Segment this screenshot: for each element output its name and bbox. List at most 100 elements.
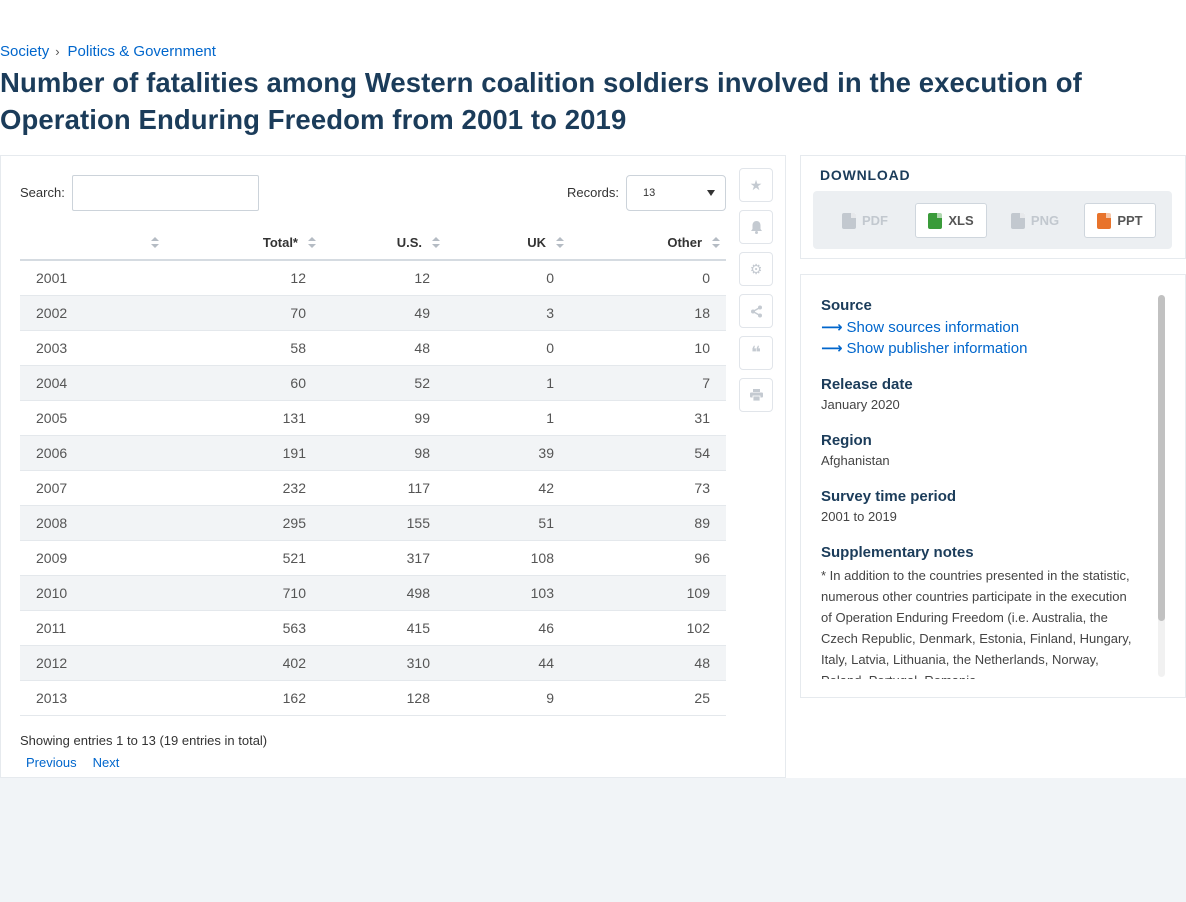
release-date-heading: Release date	[821, 376, 913, 393]
cell-year: 2008	[20, 505, 165, 541]
cell-total: 563	[165, 610, 322, 646]
bell-icon	[750, 221, 762, 234]
cell-uk: 39	[446, 435, 570, 471]
cell-uk: 9	[446, 680, 570, 716]
table-row: 2005 131 99 1 31	[20, 400, 726, 436]
search-input[interactable]	[72, 175, 259, 211]
cell-us: 52	[322, 365, 446, 401]
cell-year: 2006	[20, 435, 165, 471]
settings-button[interactable]: ⚙	[739, 252, 773, 286]
cell-other: 89	[570, 505, 726, 541]
cell-total: 232	[165, 470, 322, 506]
next-button[interactable]: Next	[92, 755, 120, 770]
column-header-year[interactable]	[20, 226, 165, 261]
cell-year: 2002	[20, 295, 165, 331]
print-button[interactable]	[739, 378, 773, 412]
cell-other: 48	[570, 645, 726, 681]
cell-year: 2010	[20, 575, 165, 611]
statistic-toolbar: ★ ⚙ ❝	[739, 168, 773, 420]
show-sources-link[interactable]: ⟶ Show sources information	[821, 318, 1020, 337]
cell-us: 317	[322, 540, 446, 576]
cell-uk: 0	[446, 330, 570, 366]
source-heading: Source	[821, 297, 872, 314]
cell-year: 2005	[20, 400, 165, 436]
cell-us: 498	[322, 575, 446, 611]
favorite-button[interactable]: ★	[739, 168, 773, 202]
print-icon	[749, 389, 763, 401]
cell-us: 415	[322, 610, 446, 646]
column-header-other[interactable]: Other	[570, 226, 726, 261]
region-heading: Region	[821, 432, 872, 449]
info-panel: Source ⟶ Show sources information ⟶ Show…	[800, 274, 1186, 698]
cell-us: 12	[322, 260, 446, 296]
cell-total: 191	[165, 435, 322, 471]
cell-total: 521	[165, 540, 322, 576]
sort-icon	[712, 237, 720, 249]
data-table: Total* U.S. UK Other 2001 12 12 0 0 2002 70 49 3…	[20, 226, 726, 716]
cell-us: 310	[322, 645, 446, 681]
survey-period-heading: Survey time period	[821, 488, 957, 505]
records-select[interactable]: 13	[626, 175, 726, 211]
cell-other: 0	[570, 260, 726, 296]
cell-total: 60	[165, 365, 322, 401]
cell-year: 2007	[20, 470, 165, 506]
download-xls-button[interactable]: XLS	[915, 203, 987, 238]
download-pdf-button[interactable]: PDF	[829, 203, 901, 238]
arrow-right-icon: ⟶	[821, 319, 843, 336]
show-publisher-link[interactable]: ⟶ Show publisher information	[821, 339, 1028, 358]
cell-uk: 103	[446, 575, 570, 611]
cell-total: 162	[165, 680, 322, 716]
chevron-down-icon	[707, 190, 715, 196]
breadcrumb-item-society[interactable]: Society	[0, 43, 50, 60]
cell-year: 2001	[20, 260, 165, 296]
quote-icon: ❝	[751, 343, 761, 362]
download-png-button[interactable]: PNG	[998, 203, 1072, 238]
pagination: Previous Next	[26, 755, 119, 770]
cell-us: 98	[322, 435, 446, 471]
column-header-us[interactable]: U.S.	[322, 226, 446, 261]
table-row: 2004 60 52 1 7	[20, 365, 726, 401]
pdf-file-icon	[842, 212, 856, 229]
cell-year: 2011	[20, 610, 165, 646]
breadcrumb-item-politics[interactable]: Politics & Government	[67, 43, 216, 60]
download-ppt-button[interactable]: PPT	[1084, 203, 1156, 238]
release-date-value: January 2020	[821, 397, 900, 412]
cell-year: 2003	[20, 330, 165, 366]
table-row: 2002 70 49 3 18	[20, 295, 726, 331]
share-button[interactable]	[739, 294, 773, 328]
cell-other: 10	[570, 330, 726, 366]
table-row: 2013 162 128 9 25	[20, 680, 726, 716]
arrow-right-icon: ⟶	[821, 340, 843, 357]
records-selected-value: 13	[643, 187, 656, 199]
region-value: Afghanistan	[821, 453, 890, 468]
ppt-file-icon	[1097, 212, 1112, 229]
cell-other: 31	[570, 400, 726, 436]
scrollbar-thumb[interactable]	[1158, 295, 1165, 621]
column-header-total[interactable]: Total*	[165, 226, 322, 261]
cell-uk: 0	[446, 260, 570, 296]
cell-total: 131	[165, 400, 322, 436]
notification-button[interactable]	[739, 210, 773, 244]
column-header-uk[interactable]: UK	[446, 226, 570, 261]
cite-button[interactable]: ❝	[739, 336, 773, 370]
survey-period-value: 2001 to 2019	[821, 509, 897, 524]
table-row: 2003 58 48 0 10	[20, 330, 726, 366]
sort-icon	[556, 237, 564, 249]
table-header-row: Total* U.S. UK Other	[20, 226, 726, 261]
breadcrumb-separator: ›	[55, 44, 60, 59]
cell-uk: 42	[446, 470, 570, 506]
cell-year: 2013	[20, 680, 165, 716]
cell-total: 402	[165, 645, 322, 681]
cell-uk: 51	[446, 505, 570, 541]
gear-icon: ⚙	[749, 260, 763, 277]
cell-year: 2004	[20, 365, 165, 401]
cell-other: 102	[570, 610, 726, 646]
previous-button[interactable]: Previous	[26, 755, 77, 770]
cell-other: 109	[570, 575, 726, 611]
cell-other: 54	[570, 435, 726, 471]
info-scrollbar[interactable]	[1158, 295, 1165, 677]
sort-icon	[432, 237, 440, 249]
cell-other: 18	[570, 295, 726, 331]
cell-year: 2009	[20, 540, 165, 576]
cell-us: 49	[322, 295, 446, 331]
